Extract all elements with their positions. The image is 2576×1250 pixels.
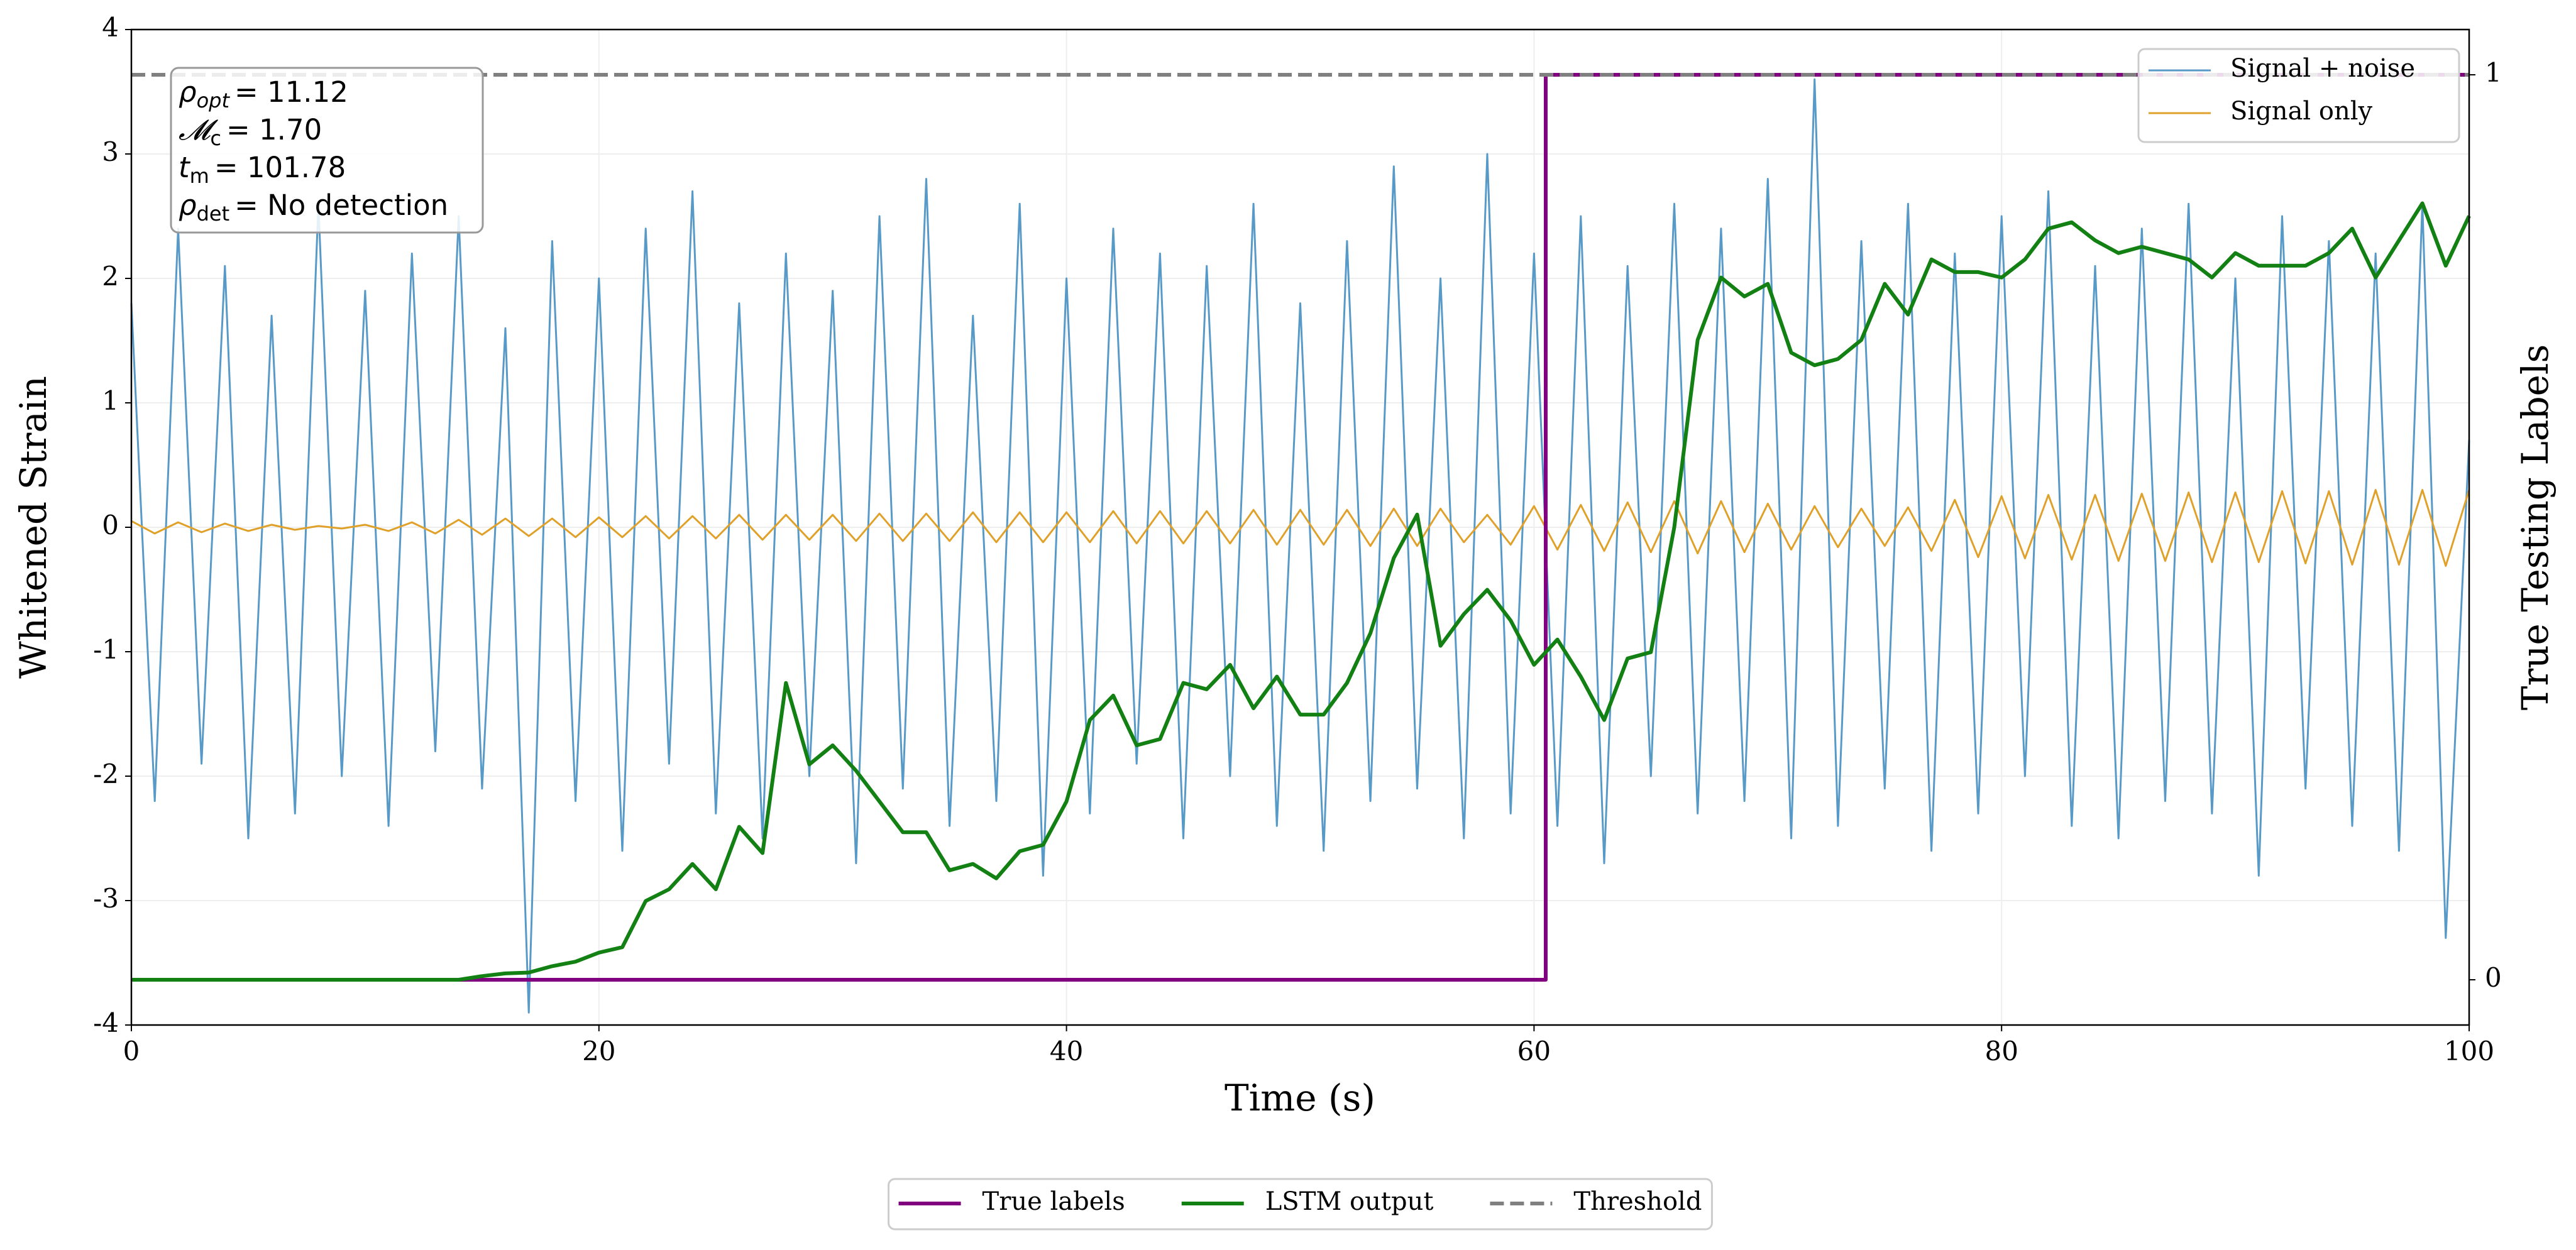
annotation-subscript: m [190, 164, 209, 188]
series-line [131, 489, 2470, 567]
annotation-text: = No detection [234, 189, 448, 222]
annotation-symbol: t [179, 151, 191, 184]
annotation-symbol: ρ [179, 75, 197, 109]
plot-frame [130, 28, 2470, 1026]
x-tick-label: 100 [2444, 1036, 2494, 1066]
legend-label: Signal + noise [2230, 54, 2415, 83]
legend-label: Threshold [1573, 1187, 1702, 1216]
annotation-text: = 101.78 [214, 151, 346, 184]
annotation-subscript: c [210, 126, 221, 150]
y2-axis-label: True Testing Labels [2514, 344, 2557, 710]
legend-label: LSTM output [1265, 1187, 1434, 1216]
y2-tick-label: 0 [2485, 962, 2502, 993]
annotation-text: = 1.70 [226, 113, 322, 146]
legend-box [888, 1178, 1713, 1231]
legend-label: True labels [983, 1187, 1125, 1216]
y-tick-label: 2 [102, 261, 119, 292]
annotation-box [170, 67, 484, 234]
annotation-text: = 11.12 [234, 75, 348, 109]
legend-label: Signal only [2230, 97, 2373, 126]
y-axis-label: Whitened Strain [12, 376, 55, 679]
y-tick-label: 3 [102, 136, 119, 167]
y-tick-label: -4 [93, 1007, 119, 1038]
y2-tick-label: 1 [2485, 57, 2502, 88]
annotation-subscript: opt [197, 89, 231, 112]
y-tick-label: 4 [102, 12, 119, 43]
x-tick-label: 0 [123, 1036, 140, 1066]
annotation-symbol: ρ [179, 189, 197, 222]
y-tick-label: 1 [102, 385, 119, 416]
x-tick-label: 20 [582, 1036, 615, 1066]
x-tick-label: 40 [1050, 1036, 1083, 1066]
series-line [131, 201, 2471, 982]
y-tick-label: -2 [93, 759, 119, 789]
series-line [130, 78, 2470, 1014]
annotation: ρopt = 11.12 [179, 75, 348, 112]
annotation: ρdet = No detection [179, 189, 448, 226]
y-tick-label: -3 [93, 883, 119, 914]
x-tick-label: 60 [1517, 1036, 1551, 1066]
annotation: 𝓜c = 1.70 [179, 113, 322, 150]
annotation: tm = 101.78 [179, 151, 346, 188]
x-tick-label: 80 [1984, 1036, 2018, 1066]
annotation-subscript: det [197, 202, 230, 226]
legend-box [2137, 48, 2460, 143]
y-tick-label: 0 [102, 510, 119, 540]
y-tick-label: -1 [93, 634, 119, 665]
x-axis-label: Time (s) [1225, 1077, 1375, 1119]
